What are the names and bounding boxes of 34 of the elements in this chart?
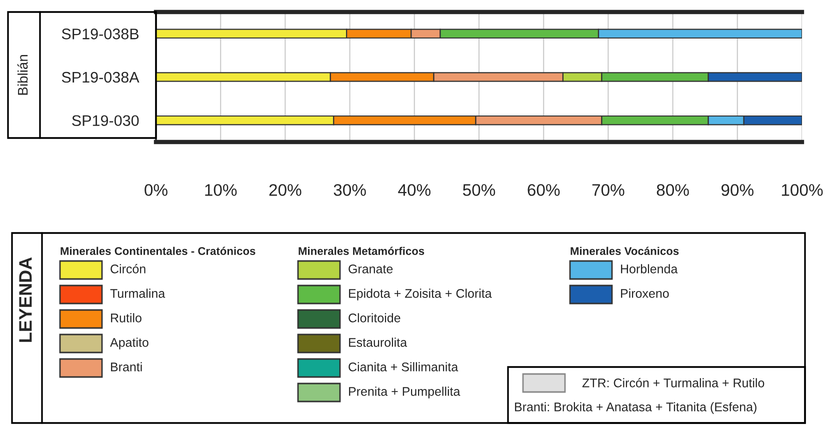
x-tick-label: 60% [528, 184, 560, 196]
x-tick-label: 40% [398, 184, 430, 196]
legend-label: Turmalina [110, 288, 166, 298]
y-axis-title: Biblián [17, 55, 28, 95]
legend-label: Cloritoide [348, 313, 400, 322]
legend-label: Epidota + Zoisita + Clorita [349, 288, 492, 300]
x-tick-label: 50% [462, 184, 496, 196]
legend-label: Rutilo [111, 313, 142, 322]
y-tick-label: SP19-038B [62, 28, 139, 40]
x-tick-label: 100% [782, 184, 823, 196]
x-tick-label: 10% [205, 184, 237, 196]
text: Minerales Continentales - Cratónicos [60, 246, 256, 255]
legend-label: Granate [348, 264, 393, 274]
legend-label: Piroxeno [621, 288, 669, 298]
x-tick-label: 0% [144, 184, 168, 196]
y-tick-label: SP19-038A [62, 72, 140, 83]
legend-label: Prenita + Pumpellita [349, 386, 460, 398]
legend-label: Branti [111, 362, 142, 372]
legend-title: LEYENDA [19, 257, 32, 342]
legend-label: Circón [110, 264, 146, 274]
x-tick-label: 70% [592, 184, 624, 196]
x-tick-label: 90% [722, 184, 754, 196]
legend-label: Estaurolita [349, 338, 408, 347]
legend-label: Horblenda [621, 264, 678, 274]
x-tick-label: 80% [656, 184, 689, 196]
y-tick-label: SP19-030 [72, 115, 139, 126]
text: Minerales Metamórficos [298, 246, 424, 255]
x-tick-label: 30% [334, 184, 366, 196]
text: Branti: Brokita + Anatasa + Titanita (Esfena) [515, 402, 756, 414]
legend-label: Apatito [110, 338, 148, 350]
text: Minerales Vocánicos [570, 246, 679, 255]
legend-label: Cianita + Sillimanita [348, 362, 458, 372]
legend-label: ZTR: Circón + Turmalina + Rutilo [582, 378, 764, 388]
x-tick-label: 20% [269, 184, 302, 196]
